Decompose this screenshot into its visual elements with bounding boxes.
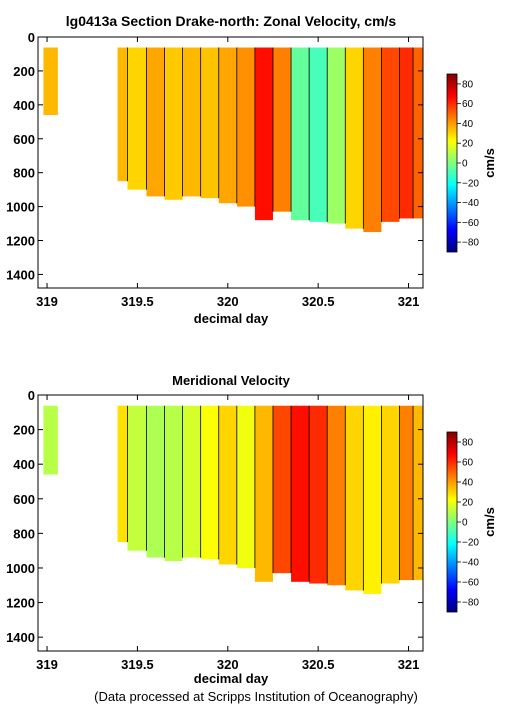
y-tick-label: 1000	[6, 200, 35, 215]
colorbar-tick-label: 80	[462, 438, 474, 449]
heatmap-column	[381, 405, 400, 584]
heatmap-column	[291, 405, 310, 582]
heatmap-column	[272, 47, 292, 212]
y-tick-label: 200	[13, 64, 35, 79]
y-tick-label: 1200	[6, 596, 35, 611]
y-tick-label: 800	[13, 526, 35, 541]
heatmap-column	[43, 405, 58, 475]
colorbar-tick-label: −40	[462, 198, 479, 209]
y-tick-label: 600	[13, 132, 35, 147]
heatmap-column	[146, 405, 165, 558]
heatmap-column	[272, 405, 292, 574]
y-tick-label: 1000	[6, 561, 35, 576]
heatmap-column	[218, 405, 237, 565]
y-tick-label: 400	[13, 457, 35, 472]
heatmap-column	[200, 405, 219, 560]
colorbar-tick-label: −80	[462, 238, 479, 249]
heatmap-column	[236, 405, 255, 568]
colorbar-tick-label: 0	[462, 159, 468, 170]
heatmap-column	[146, 47, 165, 197]
x-tick-label: 319	[36, 657, 58, 672]
x-tick-label: 320	[217, 294, 239, 309]
y-tick-label: 1400	[6, 630, 35, 645]
heatmap-column	[218, 47, 237, 204]
heatmap-column	[327, 405, 346, 586]
meridional-velocity-panel: 0 200 400 600 800 1000 1200 1400 319 319.5 320 320…	[6, 388, 424, 672]
x-tick-label: 319.5	[121, 294, 154, 309]
y-tick-label: 400	[13, 98, 35, 113]
x-tick-label: 320.5	[302, 294, 335, 309]
heatmap-column	[345, 405, 364, 591]
colorbar-meridional: 80 60 40 20 0 −20 −40 −60 −80 cm/s	[446, 431, 497, 613]
heatmap-column	[117, 47, 128, 182]
y-tick-label: 0	[28, 388, 35, 403]
y-tick-label: 1200	[6, 234, 35, 249]
colorbar-label: cm/s	[482, 148, 497, 178]
x-tick-label: 319.5	[121, 657, 154, 672]
footer-note: (Data processed at Scripps Institution o…	[94, 689, 418, 704]
chart-title: Meridional Velocity	[172, 373, 291, 388]
heatmap-column	[363, 405, 382, 594]
heatmap-column	[254, 405, 273, 582]
y-tick-label: 800	[13, 166, 35, 181]
heatmap-column	[413, 47, 423, 219]
colorbar-tick-label: −80	[462, 598, 479, 609]
zonal-velocity-panel: 0 200 400 600 800 1000 1200 1400 319 319.5 320 320…	[6, 30, 424, 309]
colorbar-zonal: 80 60 40 20 0 −20 −40 −60 −80 cm/s	[446, 73, 497, 253]
heatmap-column	[200, 47, 219, 199]
heatmap-column	[309, 47, 328, 222]
heatmap-column	[327, 47, 346, 224]
colorbar-tick-label: 0	[462, 518, 468, 529]
colorbar-tick-label: 80	[462, 79, 474, 90]
colorbar-tick-label: 20	[462, 498, 474, 509]
heatmap-column	[182, 47, 201, 197]
x-tick-label: 320.5	[302, 657, 335, 672]
colorbar-tick-label: 60	[462, 458, 474, 469]
x-tick-label: 320	[217, 657, 239, 672]
y-tick-label: 600	[13, 492, 35, 507]
heatmap-column	[363, 47, 382, 233]
heatmap-column	[413, 405, 423, 581]
heatmap-column	[164, 405, 183, 562]
heatmap-column	[236, 47, 255, 207]
heatmap-column	[164, 47, 183, 200]
y-tick-label: 0	[28, 30, 35, 45]
heatmap-column	[399, 47, 414, 219]
colorbar-tick-label: −20	[462, 178, 479, 189]
chart-title: lg0413a Section Drake-north: Zonal Veloc…	[66, 13, 397, 29]
colorbar-tick-label: −60	[462, 578, 479, 589]
y-tick-label: 1400	[6, 267, 35, 282]
colorbar-tick-label: 40	[462, 478, 474, 489]
colorbar-tick-label: 40	[462, 119, 474, 130]
colorbar-tick-label: −60	[462, 218, 479, 229]
heatmap-column	[127, 405, 147, 551]
heatmap-column	[182, 405, 201, 558]
heatmap-column	[381, 47, 400, 222]
x-axis-label: decimal day	[194, 311, 269, 326]
heatmap-column	[254, 47, 273, 221]
heatmap-column	[43, 47, 58, 116]
heatmap-column	[117, 405, 128, 543]
colorbar-label: cm/s	[482, 507, 497, 537]
x-tick-label: 319	[36, 294, 58, 309]
x-tick-label: 321	[398, 294, 420, 309]
heatmap-column	[345, 47, 364, 229]
x-tick-label: 321	[398, 657, 420, 672]
y-tick-label: 200	[13, 423, 35, 438]
colorbar-tick-label: 20	[462, 139, 474, 150]
colorbar-tick-label: −40	[462, 558, 479, 569]
heatmap-column	[291, 47, 310, 221]
heatmap-column	[127, 47, 147, 190]
x-axis-label: decimal day	[194, 671, 269, 686]
heatmap-column	[309, 405, 328, 584]
heatmap-column	[399, 405, 414, 581]
colorbar-tick-label: 60	[462, 99, 474, 110]
colorbar-tick-label: −20	[462, 538, 479, 549]
